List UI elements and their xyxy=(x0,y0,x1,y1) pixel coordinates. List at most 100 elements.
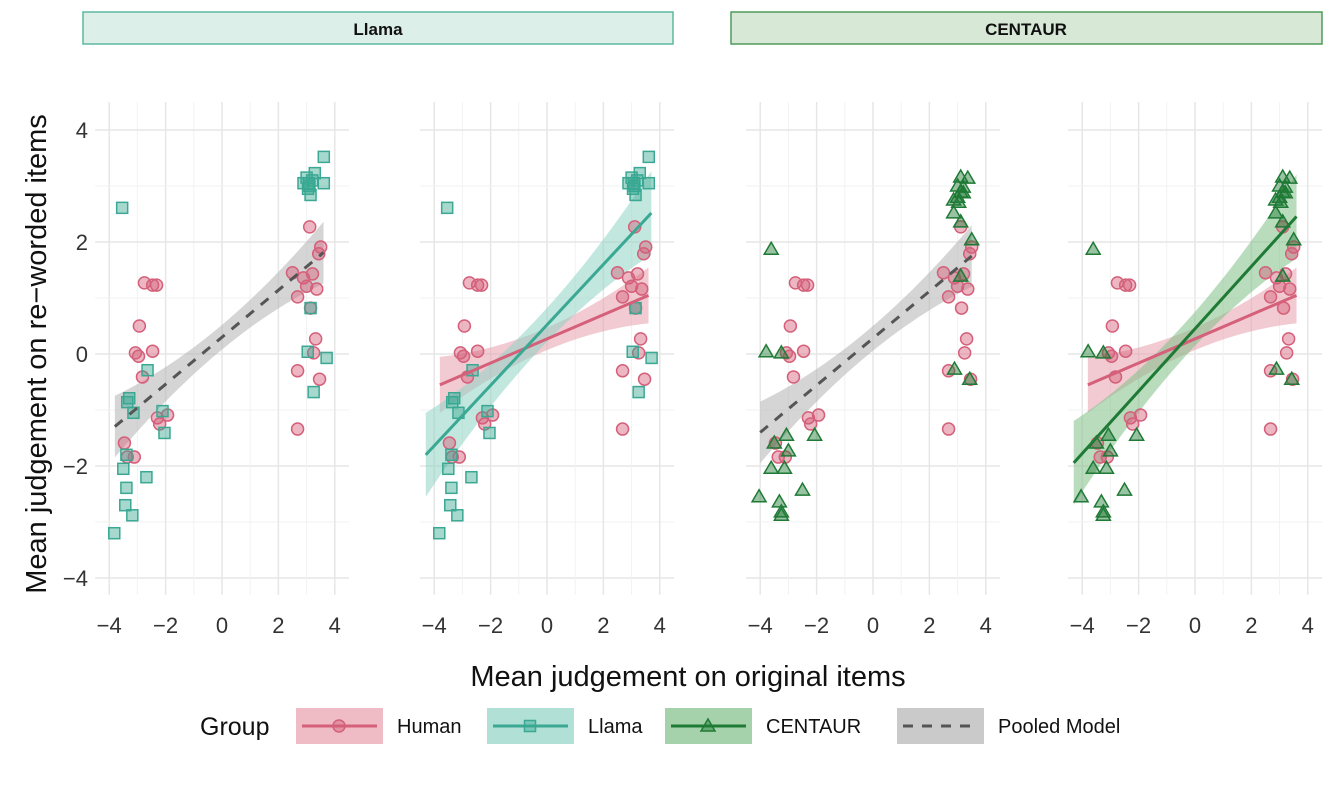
point-16 xyxy=(946,360,963,375)
x-tick-label: 2 xyxy=(597,613,609,638)
x-tick-label: 0 xyxy=(1189,613,1201,638)
point-3 xyxy=(457,319,472,333)
x-tick-label: −2 xyxy=(478,613,503,638)
point-1 xyxy=(145,278,160,292)
point-0 xyxy=(317,150,331,164)
point-14 xyxy=(632,385,645,399)
point-23 xyxy=(776,459,793,474)
strip-llama-box xyxy=(82,11,674,45)
panel-4: −4 −2 0 2 4 xyxy=(1068,102,1322,638)
x-tick-label: 2 xyxy=(1245,613,1257,638)
x-tick-label: −4 xyxy=(748,613,773,638)
point-9 xyxy=(1267,204,1284,219)
point-26 xyxy=(451,509,464,522)
point-8 xyxy=(630,174,644,187)
point-21 xyxy=(780,442,797,457)
point-1 xyxy=(796,278,811,292)
point-15 xyxy=(141,363,154,377)
legend-label: Human xyxy=(397,716,461,738)
point-20 xyxy=(624,279,639,293)
point-24 xyxy=(445,481,458,495)
point-13 xyxy=(952,267,970,282)
legend-item-pooled: Pooled Model xyxy=(897,708,1120,744)
point-21 xyxy=(120,448,133,462)
point-14 xyxy=(302,220,317,234)
x-tick-label: −4 xyxy=(1070,613,1095,638)
fit-line-centaur xyxy=(1072,215,1298,464)
point-12 xyxy=(301,345,314,359)
point-9 xyxy=(626,182,640,196)
point-24 xyxy=(308,332,323,346)
point-13 xyxy=(645,351,658,365)
point-27 xyxy=(312,372,327,386)
fit-line-human xyxy=(439,293,650,387)
point-2 xyxy=(149,278,164,292)
point-8 xyxy=(305,174,319,187)
x-tick-label: 4 xyxy=(1302,613,1314,638)
point-5 xyxy=(1104,349,1119,363)
point-25 xyxy=(1279,346,1294,360)
x-axis-title: Mean judgement on original items xyxy=(470,661,905,693)
point-16 xyxy=(311,247,326,261)
panel-3: −4 −2 0 2 4 xyxy=(746,102,1000,638)
y-axis-title: Mean judgement on re−worded items xyxy=(21,114,53,594)
point-25 xyxy=(1072,488,1090,503)
point-6 xyxy=(954,184,972,199)
point-27 xyxy=(637,372,652,386)
point-4 xyxy=(642,176,656,190)
point-18 xyxy=(778,426,795,441)
point-20 xyxy=(299,279,314,293)
legend-label: Llama xyxy=(588,716,643,738)
point-9 xyxy=(1125,417,1140,431)
point-2 xyxy=(800,278,815,292)
point-16 xyxy=(122,391,136,405)
point-22 xyxy=(117,462,130,476)
point-1 xyxy=(1118,278,1133,292)
point-26 xyxy=(771,493,788,508)
x-tick-label: −2 xyxy=(804,613,829,638)
point-15 xyxy=(773,344,790,359)
legend-item-centaur: CENTAUR xyxy=(665,708,861,744)
point-25 xyxy=(957,346,972,360)
point-17 xyxy=(1258,266,1273,280)
x-tick-label: −2 xyxy=(153,613,178,638)
point-6 xyxy=(470,344,485,358)
point-10 xyxy=(811,408,826,422)
point-3 xyxy=(1105,319,1120,333)
point-14 xyxy=(307,385,320,399)
point-24 xyxy=(120,481,133,495)
x-tick-label: −4 xyxy=(97,613,122,638)
point-22 xyxy=(1084,459,1102,474)
point-26 xyxy=(126,509,139,522)
strip-llama-label: Llama xyxy=(353,20,403,39)
point-2 xyxy=(474,278,489,292)
point-20 xyxy=(158,426,171,440)
point-1 xyxy=(1281,169,1299,184)
point-17 xyxy=(1283,370,1301,385)
point-6 xyxy=(1118,344,1133,358)
point-14 xyxy=(757,343,775,358)
point-5 xyxy=(131,349,146,363)
y-tick-label: 0 xyxy=(76,342,88,367)
x-tick-label: −2 xyxy=(1126,613,1151,638)
legend-label: Pooled Model xyxy=(998,716,1120,738)
y-tick-label: −2 xyxy=(63,454,88,479)
fit-line-pooled xyxy=(113,251,325,428)
point-5 xyxy=(456,349,471,363)
point-16 xyxy=(447,391,461,405)
point-20 xyxy=(1272,279,1287,293)
point-20 xyxy=(950,279,965,293)
point-22 xyxy=(290,290,305,304)
x-tick-label: 0 xyxy=(216,613,228,638)
point-28 xyxy=(290,422,305,436)
point-11 xyxy=(963,231,981,246)
point-28 xyxy=(1095,506,1112,522)
point-12 xyxy=(1084,240,1102,256)
point-17 xyxy=(961,370,979,385)
point-24 xyxy=(1281,332,1296,346)
point-25 xyxy=(119,498,132,512)
point-12 xyxy=(771,450,785,464)
point-27 xyxy=(108,526,121,540)
point-legend xyxy=(332,719,346,733)
point-16 xyxy=(636,247,651,261)
